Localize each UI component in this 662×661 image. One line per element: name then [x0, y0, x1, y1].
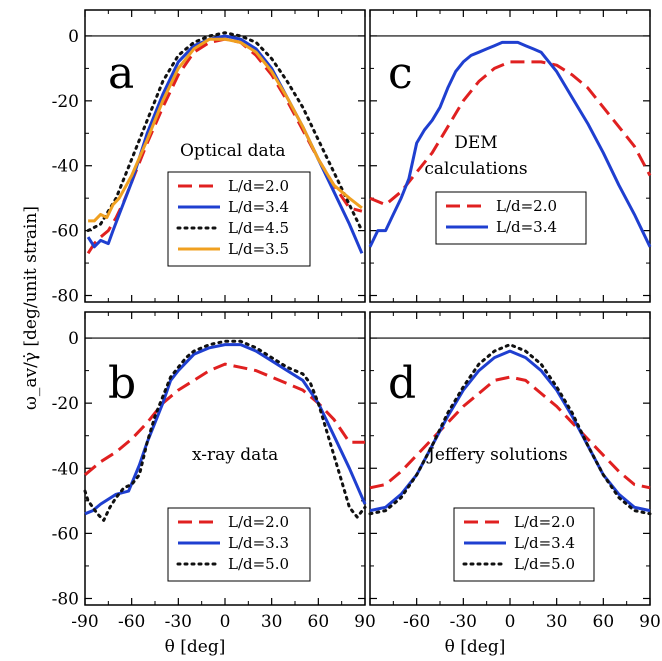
x-tick-label: 30	[261, 612, 283, 632]
legend-label: L/d=5.0	[514, 555, 575, 573]
y-tick-label: 0	[68, 27, 79, 47]
y-tick-label: -60	[52, 222, 79, 242]
legend-label: L/d=2.0	[228, 513, 289, 531]
legend-label: L/d=3.4	[496, 218, 557, 236]
y-tick-label: -40	[52, 459, 79, 479]
legend-label: L/d=4.5	[228, 219, 289, 237]
series-line	[368, 343, 652, 516]
x-tick-label: -30	[450, 612, 477, 632]
series-line	[369, 60, 652, 207]
panel-letter: b	[108, 358, 136, 409]
series-line	[368, 40, 652, 248]
panel-letter: d	[388, 358, 416, 409]
legend: L/d=2.0 L/d=3.4 L/d=4.5 L/d=3.5	[167, 171, 311, 267]
panel-annotation: Jeffery solutions	[426, 445, 568, 465]
x-axis-label-right: θ [deg]	[445, 637, 506, 657]
series-line	[83, 339, 367, 522]
legend-label: L/d=2.0	[514, 513, 575, 531]
y-tick-label: -20	[52, 92, 79, 112]
x-tick-label: 0	[505, 612, 516, 632]
legend: L/d=2.0 L/d=3.4 L/d=5.0	[453, 507, 595, 582]
y-tick-label: -60	[52, 524, 79, 544]
legend-box	[435, 191, 587, 245]
panel-a: 0 -20 -40 -60 -80 a Optical data L/d=2.0 L/d=3.4…	[52, 9, 366, 307]
y-tick-label: -20	[52, 394, 79, 414]
panel-annotation: Optical data	[180, 141, 286, 161]
legend-label: L/d=2.0	[496, 197, 557, 215]
y-tick-label: -80	[52, 287, 79, 307]
panel-annotation: DEM	[454, 133, 497, 153]
x-tick-label: 30	[546, 612, 568, 632]
x-tick-label: -90	[71, 612, 98, 632]
x-tick-label: 60	[593, 612, 615, 632]
panel-annotation: x-ray data	[192, 445, 278, 465]
legend-label: L/d=2.0	[228, 177, 289, 195]
legend-label: L/d=3.4	[514, 534, 575, 552]
y-tick-label: 0	[68, 329, 79, 349]
y-axis-label: ω_av/γ̇ [deg/unit strain]	[21, 206, 41, 410]
legend-label: L/d=3.5	[228, 240, 289, 258]
panel-letter: a	[108, 48, 134, 99]
y-tick-label: -80	[52, 589, 79, 609]
panel-annotation: calculations	[424, 159, 527, 179]
x-tick-label: -30	[165, 612, 192, 632]
panel-c: c DEM calculations L/d=2.0 L/d=3.4	[368, 9, 652, 303]
legend-label: L/d=3.3	[228, 534, 289, 552]
x-tick-label: 90	[639, 612, 661, 632]
y-tick-label: -40	[52, 157, 79, 177]
series-line	[369, 375, 651, 490]
series-line	[84, 343, 367, 516]
x-tick-label: -60	[118, 612, 145, 632]
legend: L/d=2.0 L/d=3.3 L/d=5.0	[167, 507, 311, 582]
x-tick-label: 60	[308, 612, 330, 632]
x-axis-label-left: θ [deg]	[165, 637, 226, 657]
panel-b: 0 -20 -40 -60 -80 -90 -60 -30 0 30 60 90 b x-ray data…	[52, 311, 376, 632]
x-tick-label: -60	[403, 612, 430, 632]
panel-letter: c	[388, 48, 413, 99]
x-tick-label: 0	[220, 612, 231, 632]
series-line	[86, 31, 364, 233]
legend-label: L/d=5.0	[228, 555, 289, 573]
legend: L/d=2.0 L/d=3.4	[435, 191, 587, 245]
legend-label: L/d=3.4	[228, 198, 289, 216]
series-line	[88, 37, 363, 223]
x-tick-label: 90	[354, 612, 376, 632]
